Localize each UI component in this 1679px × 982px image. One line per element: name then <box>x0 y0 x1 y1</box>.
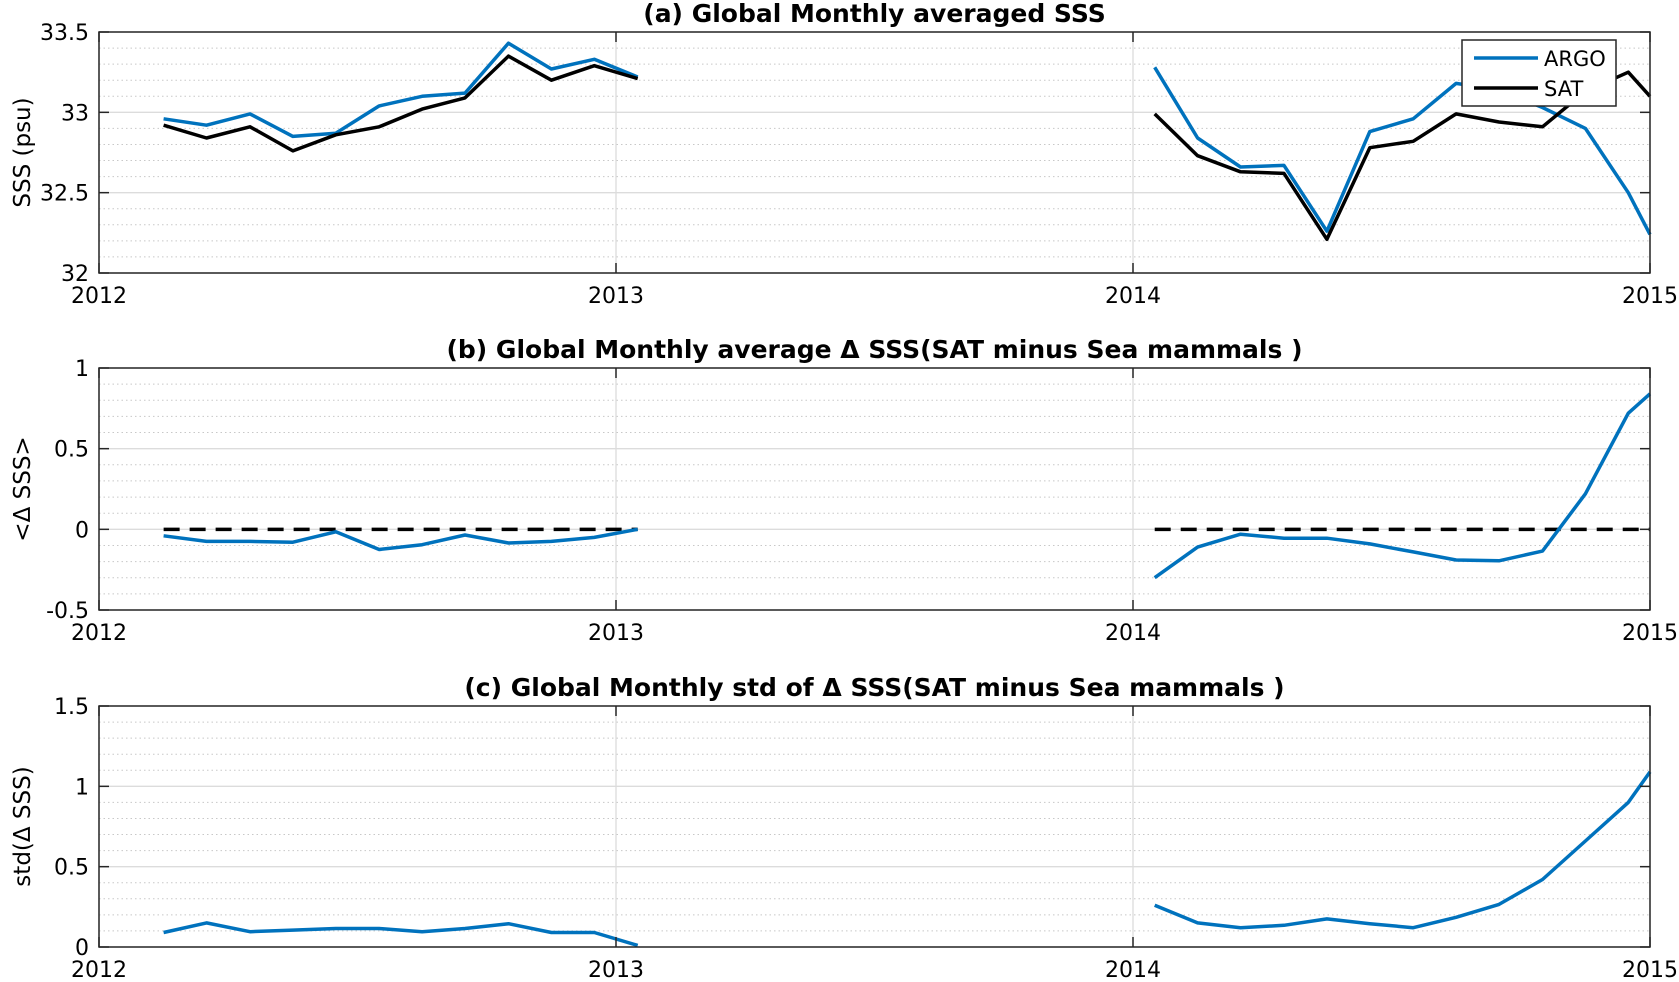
legend-entry: ARGO <box>1544 47 1606 71</box>
axes-box <box>98 31 1651 274</box>
y-axis-label: <Δ SSS> <box>10 436 36 541</box>
legend-entry: SAT <box>1544 77 1583 101</box>
y-tick-label: 32 <box>61 262 89 287</box>
legend-box <box>1461 39 1617 107</box>
tick-labels: 2012 2013 2014 2015 0 0.5 1 1.5 <box>54 695 1678 982</box>
x-tick-label: 2013 <box>588 621 644 646</box>
major-gridlines <box>98 367 1651 611</box>
series-line <box>163 41 639 139</box>
y-tick-label: 0.5 <box>54 438 89 463</box>
y-tick-label: 1 <box>75 357 89 382</box>
tick-labels: 2012 2013 2014 2015 -0.5 0 0.5 1 <box>46 357 1678 646</box>
minor-gridlines <box>99 383 1650 595</box>
x-tick-label: 2014 <box>1105 958 1161 982</box>
series-delta-sss <box>163 392 1652 580</box>
x-tick-label: 2015 <box>1622 621 1678 646</box>
chart-panel-2: 2012 2013 2014 2015 -0.5 0 0.5 1 (b) Global Mont… <box>10 335 1678 646</box>
y-tick-label: 33 <box>61 101 89 126</box>
y-axis-label: SSS (psu) <box>10 97 36 207</box>
chart-title: (b) Global Monthly average Δ SSS(SAT min… <box>446 335 1302 364</box>
chart-title: (c) Global Monthly std of Δ SSS(SAT minu… <box>464 673 1284 702</box>
x-tick-label: 2013 <box>588 284 644 309</box>
y-tick-label: 32.5 <box>40 182 89 207</box>
series-line <box>1154 770 1652 930</box>
minor-gridlines <box>99 47 1650 258</box>
chart-title: (a) Global Monthly averaged SSS <box>643 0 1105 28</box>
y-tick-label: 1 <box>75 775 89 800</box>
chart-panel-3: 2012 2013 2014 2015 0 0.5 1 1.5 (c) Global Month… <box>10 673 1678 982</box>
y-axis-label: std(Δ SSS) <box>10 766 36 886</box>
y-tick-label: 0.5 <box>54 856 89 881</box>
legend: ARGO SAT <box>1461 39 1617 107</box>
x-tick-label: 2013 <box>588 958 644 982</box>
x-tick-label: 2014 <box>1105 621 1161 646</box>
series-line <box>163 54 639 153</box>
minor-gridlines <box>99 721 1650 932</box>
series-sat <box>163 54 1652 242</box>
y-tick-label: 0 <box>75 518 89 543</box>
major-gridlines <box>98 31 1651 274</box>
series-line <box>163 921 639 948</box>
y-tick-label: 1.5 <box>54 695 89 720</box>
series-line <box>1153 392 1652 580</box>
x-tick-label: 2012 <box>71 284 127 309</box>
chart-panel-1: 2012 2013 2014 2015 32 32.5 33 33.5 (a) Global M… <box>10 0 1678 309</box>
x-tick-label: 2014 <box>1105 284 1161 309</box>
axes-box <box>98 705 1651 948</box>
major-gridlines <box>98 705 1651 948</box>
x-tick-label: 2012 <box>71 621 127 646</box>
tick-labels: 2012 2013 2014 2015 32 32.5 33 33.5 <box>40 21 1678 309</box>
series-line <box>163 527 639 552</box>
y-tick-label: 0 <box>75 936 89 961</box>
axes-box <box>98 367 1651 611</box>
series-line <box>1153 66 1652 236</box>
series-delta-sss <box>163 770 1652 948</box>
y-tick-label: 33.5 <box>40 21 89 46</box>
x-tick-label: 2015 <box>1622 284 1678 309</box>
y-tick-label: -0.5 <box>46 599 89 624</box>
series-argo <box>163 41 1652 236</box>
x-tick-label: 2012 <box>71 958 127 982</box>
x-tick-label: 2015 <box>1622 958 1678 982</box>
